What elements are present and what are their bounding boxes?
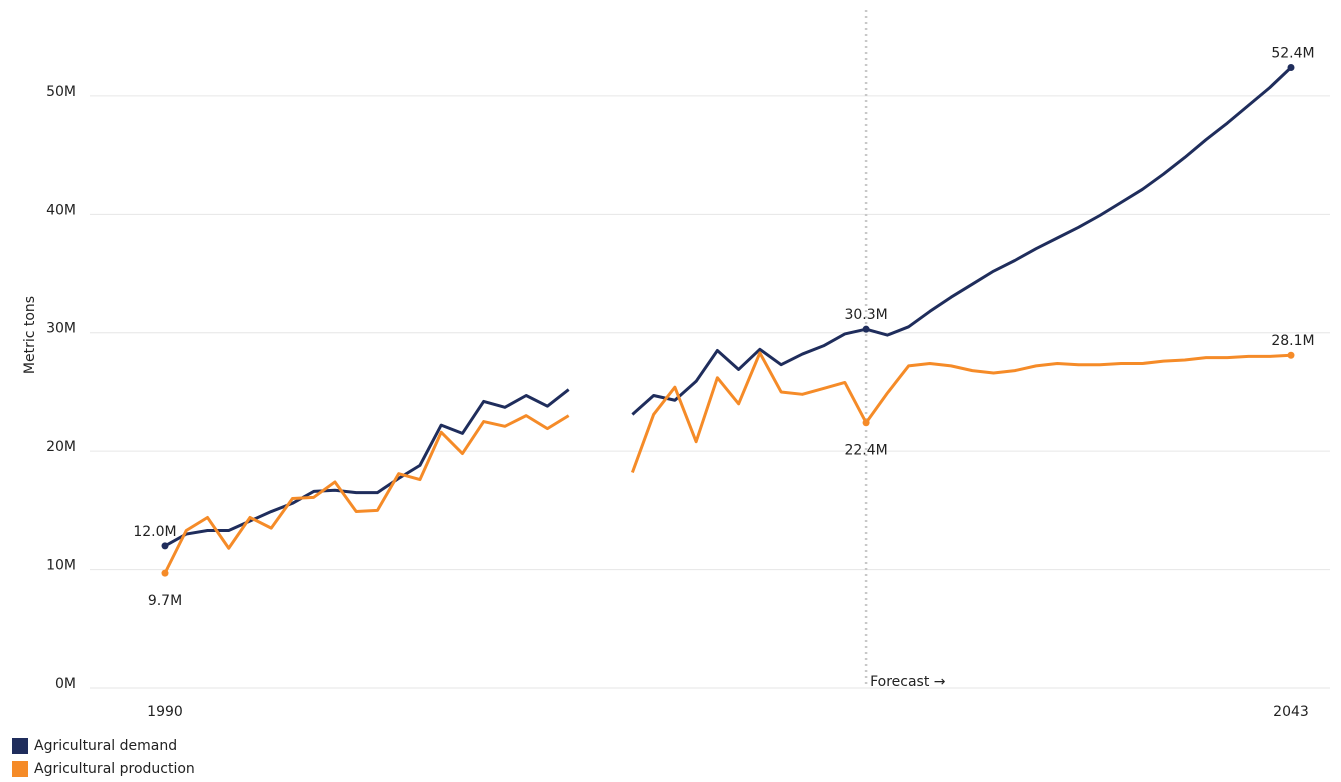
point [862,325,870,333]
x-tick-label: 2043 [1273,704,1309,720]
y-tick-label: 40M [46,202,76,218]
data-label: 28.1M [1271,333,1314,349]
series-line [163,414,570,574]
point [1287,351,1295,359]
y-tick-label: 30M [46,321,76,337]
point [161,569,169,577]
y-tick-label: 10M [46,558,76,574]
series-line [164,388,570,548]
data-label: 30.3M [844,307,887,323]
legend-swatch [12,738,28,754]
point [161,542,169,550]
data-label: 22.4M [844,443,887,459]
legend-label: Agricultural demand [34,738,177,754]
data-label: 9.7M [148,593,182,609]
y-tick-label: 20M [46,439,76,455]
y-tick-label: 50M [46,84,76,100]
point [1287,63,1295,71]
y-axis-label: Metric tons [22,296,38,374]
legend-swatch [12,761,28,777]
series-line [630,351,1292,473]
y-tick-label: 0M [55,676,76,692]
data-label: 52.4M [1271,45,1314,61]
x-tick-label: 1990 [147,704,183,720]
series-line [631,66,1293,416]
data-label: 12.0M [133,524,176,540]
forecast-label: Forecast → [870,674,946,690]
point [862,419,870,427]
legend-label: Agricultural production [34,761,195,777]
